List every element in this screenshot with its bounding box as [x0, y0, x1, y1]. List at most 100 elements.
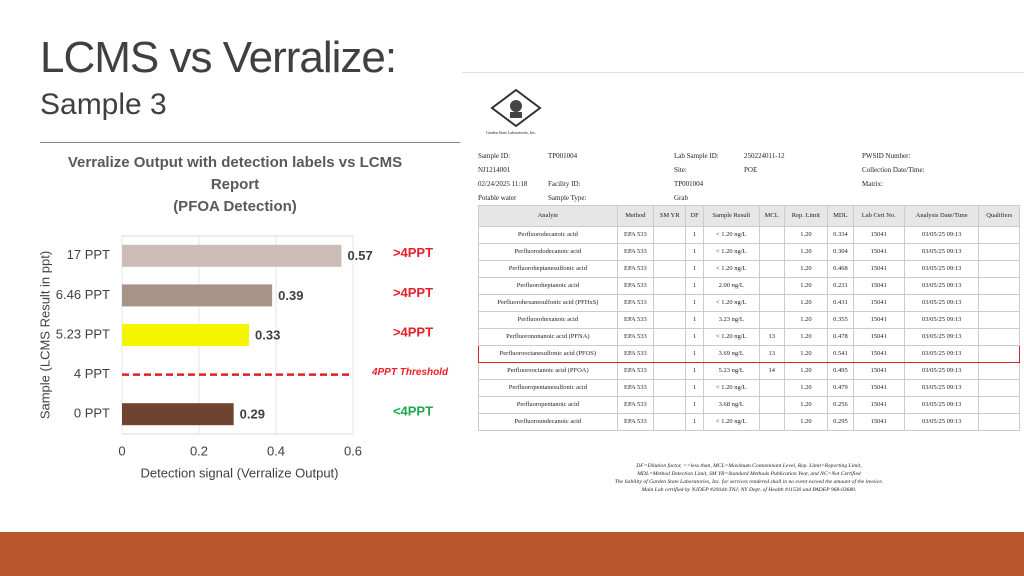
info-label: Lab Sample ID:: [674, 152, 719, 160]
table-cell: 0.541: [827, 345, 854, 363]
info-value: POE: [744, 166, 758, 174]
table-cell: [652, 413, 687, 431]
table-cell: [978, 311, 1020, 329]
y-tick-label: 5.23 PPT: [56, 326, 110, 341]
info-label: Matrix:: [862, 180, 883, 188]
column-header: Rep. Limit: [783, 205, 829, 227]
value-label: 0.33: [255, 327, 280, 342]
table-cell: < 1.20 ng/L: [702, 226, 760, 244]
table-cell: 15041: [852, 413, 905, 431]
footer-band: [0, 532, 1024, 576]
divider: [462, 72, 1024, 73]
table-cell: 1.20: [783, 311, 829, 329]
annotation: 4PPT Threshold: [371, 367, 449, 378]
table-cell: [978, 328, 1020, 346]
table-cell: 0.256: [827, 396, 854, 414]
column-header: MDL: [827, 205, 854, 227]
bar: [122, 324, 250, 346]
column-header: MCL: [758, 205, 785, 227]
slide-title: LCMS vs Verralize:: [40, 33, 397, 82]
table-cell: EPA 533: [616, 413, 654, 431]
x-tick-label: 0.2: [190, 443, 208, 458]
lab-logo: [490, 88, 542, 128]
value-label: 0.39: [278, 288, 303, 303]
table-cell: Perfluorodecanoic acid: [478, 226, 618, 244]
info-label: Collection Date/Time:: [862, 166, 925, 174]
table-cell: 03/05/25 09:13: [903, 362, 980, 380]
table-cell: EPA 533: [616, 243, 654, 261]
column-header: Lab Cert No.: [852, 205, 905, 227]
annotation: >4PPT: [393, 324, 433, 339]
column-header: Analysis Date/Time: [903, 205, 980, 227]
table-cell: [652, 260, 687, 278]
table-cell: EPA 533: [616, 396, 654, 414]
table-cell: 03/05/25 09:13: [903, 311, 980, 329]
table-cell: Perfluoroheptanesulfonic acid: [478, 260, 618, 278]
table-cell: EPA 533: [616, 362, 654, 380]
table-cell: < 1.20 ng/L: [702, 294, 760, 312]
table-cell: 1: [685, 243, 704, 261]
table-cell: [978, 226, 1020, 244]
table-cell: < 1.20 ng/L: [702, 413, 760, 431]
table-cell: [652, 379, 687, 397]
table-cell: [652, 362, 687, 380]
info-label: Facility ID:: [548, 180, 581, 188]
table-cell: 15041: [852, 260, 905, 278]
table-cell: 1: [685, 379, 704, 397]
table-cell: 15041: [852, 243, 905, 261]
table-cell: 15041: [852, 294, 905, 312]
table-cell: 1: [685, 396, 704, 414]
info-label: PWSID Number:: [862, 152, 911, 160]
table-cell: Perfluorooctanesulfonic acid (PFOS): [478, 345, 618, 363]
y-tick-label: 4 PPT: [74, 366, 110, 381]
table-row: Perfluorooctanoic acid (PFOA) EPA 533 1 5.2…: [478, 362, 1020, 380]
table-cell: EPA 533: [616, 277, 654, 295]
value-label: 0.57: [347, 248, 372, 263]
x-tick-label: 0.6: [344, 443, 362, 458]
table-cell: [978, 362, 1020, 380]
table-cell: [652, 277, 687, 295]
table-cell: 15041: [852, 311, 905, 329]
bar: [122, 403, 234, 426]
info-value: NJ1214001: [478, 166, 511, 174]
results-table: Analyte Method SM YR DF Sample Result MCL Rep.…: [478, 205, 1020, 431]
table-cell: EPA 533: [616, 379, 654, 397]
table-cell: 1: [685, 226, 704, 244]
table-row: Perfluorohexanesulfonic acid (PFHxS) EPA …: [478, 294, 1020, 312]
table-cell: 15041: [852, 379, 905, 397]
table-cell: [978, 413, 1020, 431]
divider: [40, 142, 460, 143]
x-tick-label: 0.4: [267, 443, 285, 458]
sample-info: Sample ID: TP001004 Lab Sample ID: 25022401…: [478, 152, 925, 203]
table-cell: [758, 396, 785, 414]
table-cell: [758, 294, 785, 312]
table-cell: Perfluoroheptanoic acid: [478, 277, 618, 295]
slide-subtitle: Sample 3: [40, 88, 167, 121]
table-cell: 03/05/25 09:13: [903, 413, 980, 431]
lab-name: Garden State Laboratories, Inc.: [486, 130, 537, 135]
table-cell: 15041: [852, 277, 905, 295]
table-cell: EPA 533: [616, 294, 654, 312]
table-cell: 0.334: [827, 226, 854, 244]
table-row: Perfluorodecanoic acid EPA 533 1 < 1.20 ng/…: [478, 226, 1020, 244]
table-cell: 1.20: [783, 379, 829, 397]
info-label: Sample Type:: [548, 194, 587, 202]
table-cell: EPA 533: [616, 311, 654, 329]
column-header: DF: [685, 205, 704, 227]
table-cell: Perfluorododecanoic acid: [478, 243, 618, 261]
table-cell: 1: [685, 345, 704, 363]
table-cell: [978, 243, 1020, 261]
table-cell: [652, 345, 687, 363]
table-cell: 1.20: [783, 328, 829, 346]
table-cell: < 1.20 ng/L: [702, 243, 760, 261]
y-tick-label: 0 PPT: [74, 406, 110, 421]
table-cell: 13: [758, 328, 785, 346]
table-cell: Perfluorononanoic acid (PFNA): [478, 328, 618, 346]
bar: [122, 284, 273, 307]
table-cell: [758, 243, 785, 261]
table-cell: 0.231: [827, 277, 854, 295]
lab-report: Garden State Laboratories, Inc. Sample I…: [476, 82, 1022, 502]
table-cell: 0.468: [827, 260, 854, 278]
table-cell: [652, 243, 687, 261]
table-cell: 03/05/25 09:13: [903, 294, 980, 312]
